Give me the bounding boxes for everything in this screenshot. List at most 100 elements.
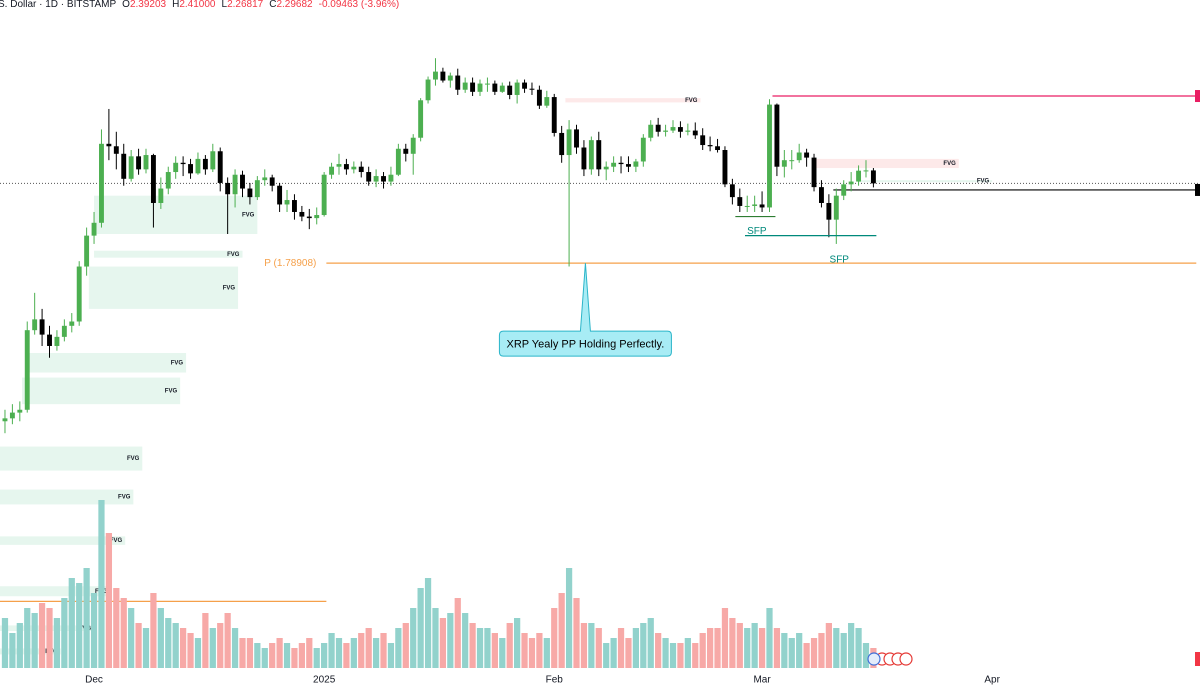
fvg-zone	[565, 98, 701, 103]
candle-body	[277, 185, 283, 205]
header-key: H	[172, 0, 179, 10]
x-tick-label: Mar	[753, 675, 771, 686]
candle-body	[195, 158, 201, 174]
candle-body	[269, 177, 275, 186]
candle-body	[559, 132, 565, 156]
candle-body	[648, 124, 654, 138]
header: S. Dollar · 1D · BITSTAMP O2.39203 H2.4100…	[0, 0, 399, 10]
volume-bar	[202, 613, 209, 668]
volume-bar	[647, 618, 654, 668]
candle-body	[343, 164, 349, 170]
volume-bar	[142, 628, 150, 668]
volume-bar	[105, 533, 113, 668]
candle-body	[158, 188, 164, 203]
volume-bar	[803, 643, 810, 668]
volume-bar	[321, 643, 328, 668]
candle-body	[729, 184, 735, 198]
volume-bar	[751, 623, 758, 668]
x-tick-label: Dec	[85, 675, 103, 686]
candle-body	[106, 143, 112, 147]
candle-body	[611, 162, 617, 167]
candle-body	[670, 127, 676, 131]
volume-bar	[781, 633, 788, 668]
candle-body	[596, 140, 602, 170]
icon	[867, 652, 881, 666]
candle-body	[403, 148, 409, 154]
candle-body	[462, 82, 468, 90]
volume-bar	[744, 628, 751, 668]
volume-bar	[655, 633, 662, 668]
candle-body	[306, 216, 312, 219]
volume-bar	[417, 588, 424, 668]
fvg-zone	[88, 266, 239, 309]
volume-bar	[840, 633, 847, 668]
candle-body	[150, 155, 156, 203]
volume-bar	[447, 613, 454, 668]
volume-bar	[98, 500, 105, 668]
volume-bar	[825, 623, 832, 668]
candle-body	[188, 164, 193, 174]
annotation-layer: SFP SFP XRP Yealy PP Holding Perfectly.	[498, 215, 877, 357]
candle-body	[136, 156, 142, 170]
candle-body	[566, 129, 572, 156]
candle-body	[774, 104, 780, 167]
volume-bar	[558, 593, 565, 668]
candle-body	[425, 79, 431, 101]
candle-body	[314, 215, 320, 219]
volume-bar	[24, 608, 31, 668]
candle-body	[292, 200, 297, 212]
fvg-zone	[0, 536, 126, 545]
volume-bar	[246, 638, 254, 668]
fvg-label: FVG	[223, 285, 236, 291]
callout-text: XRP Yealy PP Holding Perfectly.	[507, 339, 665, 351]
candle-body	[232, 174, 238, 195]
volume-bar	[128, 608, 135, 668]
candle-body	[329, 166, 335, 175]
candle-body	[76, 266, 82, 322]
volume-bar	[157, 608, 164, 668]
candle-body	[544, 97, 550, 106]
candle-body	[603, 166, 609, 170]
candle-body	[811, 157, 817, 188]
fvg-label: FVG	[171, 360, 184, 366]
candle-body	[841, 184, 847, 196]
candle-body	[484, 83, 490, 85]
volume-bar	[543, 638, 550, 668]
x-tick-label: 2025	[313, 675, 336, 686]
volume-bar	[736, 623, 743, 668]
volume-bar	[179, 628, 187, 668]
volume-bar	[410, 608, 417, 668]
volume-bar	[402, 623, 409, 668]
volume-layer	[1, 500, 877, 668]
volume-bar	[269, 643, 276, 668]
candle-body	[804, 152, 810, 158]
header-key: O	[122, 0, 130, 10]
candle-body	[113, 146, 119, 154]
candle-layer	[2, 58, 876, 434]
volume-bar	[766, 608, 773, 668]
candle-body	[536, 89, 542, 106]
candle-body	[826, 202, 832, 220]
fvg-label: FVG	[943, 161, 956, 167]
volume-bar	[395, 628, 402, 668]
x-tick-label: Apr	[984, 675, 1000, 686]
candle-body	[99, 143, 104, 223]
candle-body	[128, 156, 134, 179]
candle-body	[240, 174, 245, 189]
volume-bar	[9, 633, 16, 668]
header-key: C	[269, 0, 276, 10]
candle-body	[143, 155, 149, 170]
candle-body	[47, 334, 52, 346]
volume-bar	[239, 638, 246, 668]
volume-bar	[261, 648, 268, 668]
candle-body	[789, 160, 795, 162]
volume-bar	[662, 638, 669, 668]
flag-icons	[867, 652, 913, 666]
volume-bar	[469, 623, 476, 668]
candle-body	[581, 147, 587, 170]
candle-body	[284, 200, 290, 205]
volume-bar	[692, 643, 699, 668]
volume-bar	[848, 623, 855, 668]
sfp-label: SFP	[747, 226, 767, 237]
